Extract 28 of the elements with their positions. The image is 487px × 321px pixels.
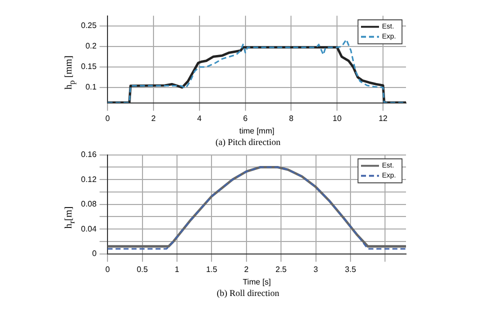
y-tick-label: 0.25 [80,21,98,30]
x-axis-title: time [mm] [239,126,274,136]
y-tick-label: 0.08 [80,200,98,209]
x-tick-label: 2.5 [276,264,288,274]
text: (b) Roll direction [216,288,280,298]
x-tick-label: 2 [151,114,156,123]
y-tick-label: 0.15 [80,62,98,72]
x-tick-label: 0.5 [136,264,148,274]
x-tick-label: 0 [105,264,110,274]
y-tick-label: 0.12 [80,174,98,184]
x-tick-label: 1 [174,264,180,274]
y-tick-label: 0.16 [80,150,98,160]
y-tick-label: 0.04 [80,224,98,234]
y-tick-label: 0.2 [85,42,98,51]
x-tick-label: 6 [243,114,248,123]
y-tick-label: 0.1 [85,82,98,92]
x-tick-label: 10 [332,114,342,123]
x-tick-label: 8 [288,114,294,123]
x-tick-label: 1.5 [206,264,218,274]
x-axis-title: Time [s] [242,277,271,286]
text: (a) Pitch direction [214,137,282,147]
y-tick-label: 0 [92,249,98,258]
x-tick-label: 0 [105,114,110,123]
x-tick-label: 3.5 [344,264,357,274]
x-tick-label: 12 [378,114,388,123]
x-tick-label: 2 [244,264,250,274]
x-tick-label: 4 [197,114,202,123]
x-tick-label: 3 [314,264,319,274]
